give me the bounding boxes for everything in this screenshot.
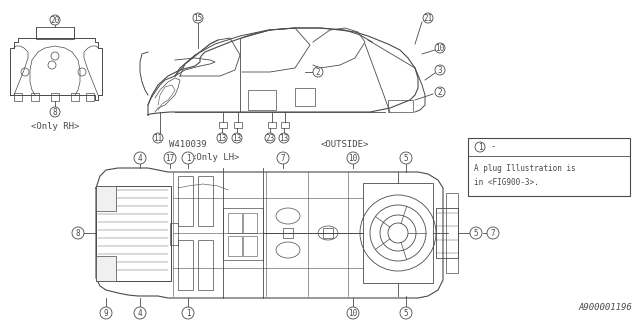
Bar <box>388 100 413 112</box>
Circle shape <box>347 307 359 319</box>
Bar <box>446 193 458 273</box>
Circle shape <box>265 133 275 143</box>
Text: 2: 2 <box>438 87 442 97</box>
Circle shape <box>134 152 146 164</box>
Circle shape <box>475 142 485 152</box>
Bar <box>268 122 276 128</box>
Bar <box>178 240 193 290</box>
Circle shape <box>423 13 433 23</box>
Text: <Only RH>: <Only RH> <box>31 122 79 131</box>
Text: 2: 2 <box>316 68 320 76</box>
Text: 8: 8 <box>52 108 58 116</box>
Bar <box>198 176 213 226</box>
Bar <box>295 88 315 106</box>
Circle shape <box>347 152 359 164</box>
Bar <box>170 223 178 245</box>
Bar <box>178 176 193 226</box>
Text: 4: 4 <box>138 308 142 317</box>
Bar <box>198 240 213 290</box>
Text: 11: 11 <box>154 133 163 142</box>
Bar <box>281 122 289 128</box>
Text: 10: 10 <box>348 154 358 163</box>
Text: W410039: W410039 <box>169 140 207 149</box>
Text: 1: 1 <box>186 308 190 317</box>
Circle shape <box>193 13 203 23</box>
Bar <box>219 122 227 128</box>
Text: 4: 4 <box>138 154 142 163</box>
Text: 9: 9 <box>104 308 108 317</box>
Circle shape <box>470 227 482 239</box>
Text: 13: 13 <box>218 133 227 142</box>
Circle shape <box>50 107 60 117</box>
Bar <box>36 27 74 39</box>
Text: 5: 5 <box>404 154 408 163</box>
Circle shape <box>487 227 499 239</box>
Circle shape <box>182 152 194 164</box>
Circle shape <box>164 152 176 164</box>
Bar <box>283 228 293 238</box>
Circle shape <box>72 227 84 239</box>
Circle shape <box>400 307 412 319</box>
Text: 13: 13 <box>232 133 242 142</box>
Circle shape <box>279 133 289 143</box>
Circle shape <box>100 307 112 319</box>
Bar <box>31 93 39 101</box>
Text: 20: 20 <box>51 15 60 25</box>
Circle shape <box>232 133 242 143</box>
Text: 1: 1 <box>477 142 483 151</box>
Circle shape <box>435 65 445 75</box>
Bar <box>234 122 242 128</box>
Text: 7: 7 <box>281 154 285 163</box>
Bar <box>468 138 630 196</box>
Text: 3: 3 <box>438 66 442 75</box>
Bar <box>51 93 59 101</box>
Text: in <FIG900-3>.: in <FIG900-3>. <box>474 178 539 187</box>
Text: 8: 8 <box>76 228 80 237</box>
Bar <box>71 93 79 101</box>
Bar <box>248 90 276 110</box>
Text: <OUTSIDE>: <OUTSIDE> <box>321 140 369 149</box>
Circle shape <box>400 152 412 164</box>
Circle shape <box>435 87 445 97</box>
Bar <box>228 236 242 256</box>
Circle shape <box>50 15 60 25</box>
Text: 21: 21 <box>424 13 433 22</box>
Bar <box>86 93 94 101</box>
Bar <box>436 208 458 258</box>
Bar <box>363 183 433 283</box>
Circle shape <box>277 152 289 164</box>
Bar <box>228 213 242 233</box>
Text: 10: 10 <box>435 44 445 52</box>
Text: 5: 5 <box>474 228 478 237</box>
Text: 17: 17 <box>165 154 175 163</box>
Circle shape <box>313 67 323 77</box>
Bar <box>96 186 171 281</box>
Text: <Only LH>: <Only LH> <box>191 153 239 162</box>
Text: A900001196: A900001196 <box>579 303 632 312</box>
Bar <box>243 236 257 256</box>
Bar <box>223 208 263 260</box>
Circle shape <box>182 307 194 319</box>
Bar <box>243 213 257 233</box>
Text: -: - <box>490 142 495 151</box>
Bar <box>323 228 333 238</box>
Text: 13: 13 <box>280 133 289 142</box>
Bar <box>14 93 22 101</box>
Text: 15: 15 <box>193 13 203 22</box>
Circle shape <box>153 133 163 143</box>
Bar <box>96 256 116 281</box>
Text: 5: 5 <box>404 308 408 317</box>
Circle shape <box>134 307 146 319</box>
Text: 7: 7 <box>491 228 495 237</box>
Text: 10: 10 <box>348 308 358 317</box>
Circle shape <box>217 133 227 143</box>
Circle shape <box>435 43 445 53</box>
Text: A plug Illustration is: A plug Illustration is <box>474 164 576 172</box>
Text: 23: 23 <box>266 133 275 142</box>
Text: 1: 1 <box>186 154 190 163</box>
Bar <box>96 186 116 211</box>
